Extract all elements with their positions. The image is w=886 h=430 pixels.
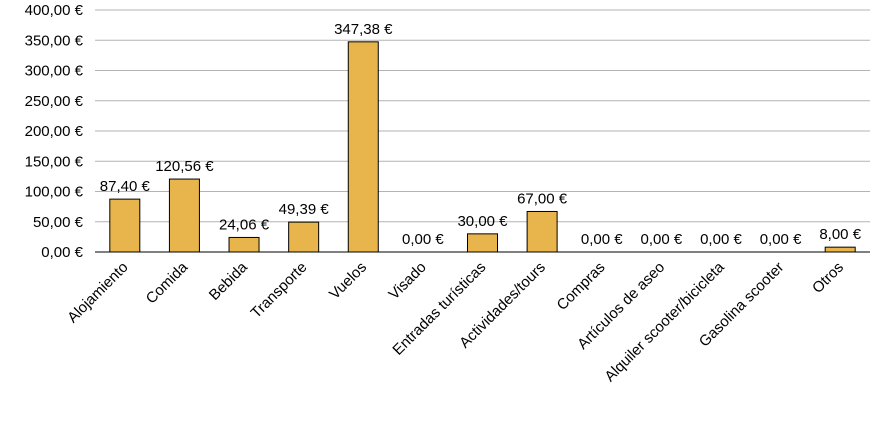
- y-tick-label: 350,00 €: [25, 32, 84, 49]
- data-label: 347,38 €: [334, 21, 393, 38]
- x-category-label: Alojamiento: [64, 259, 131, 326]
- y-tick-label: 100,00 €: [25, 184, 84, 201]
- y-tick-label: 200,00 €: [25, 123, 84, 140]
- bar: [347, 41, 379, 253]
- y-tick-label: 300,00 €: [25, 63, 84, 80]
- bars: [109, 41, 856, 253]
- bar: [228, 236, 260, 253]
- bar: [168, 178, 200, 253]
- data-label: 0,00 €: [581, 231, 623, 248]
- x-category-label: Vuelos: [326, 259, 370, 303]
- data-label: 120,56 €: [155, 158, 214, 175]
- data-label: 0,00 €: [700, 231, 742, 248]
- y-tick-label: 150,00 €: [25, 153, 84, 170]
- gridlines: [95, 9, 870, 253]
- y-tick-label: 400,00 €: [25, 2, 84, 19]
- data-label: 49,39 €: [279, 201, 330, 218]
- bar: [467, 233, 498, 253]
- x-category-label: Compras: [554, 259, 609, 314]
- data-label: 8,00 €: [819, 226, 861, 243]
- x-category-label: Transporte: [248, 259, 311, 322]
- data-label: 0,00 €: [640, 231, 682, 248]
- data-label: 87,40 €: [100, 178, 151, 195]
- y-axis-tick-labels: 0,00 € 50,00 € 100,00 € 150,00 € 200,00 € 250…: [25, 2, 84, 261]
- x-category-label: Otros: [809, 259, 847, 297]
- data-label: 30,00 €: [457, 213, 508, 230]
- data-label: 24,06 €: [219, 216, 270, 233]
- bar: [526, 210, 558, 253]
- data-label: 0,00 €: [402, 231, 444, 248]
- bar: [109, 198, 141, 253]
- y-tick-label: 50,00 €: [33, 214, 84, 231]
- data-label: 0,00 €: [760, 231, 802, 248]
- x-category-label: Bebida: [206, 258, 252, 304]
- x-category-label: Visado: [385, 259, 429, 303]
- bar: [824, 246, 856, 253]
- data-labels: 87,40 €120,56 € 24,06 € 49,39 € 347,38 € 0,0…: [100, 21, 862, 248]
- x-category-label: Comida: [143, 258, 192, 307]
- bar: [288, 221, 320, 253]
- y-tick-label: 250,00 €: [25, 93, 84, 110]
- y-tick-label: 0,00 €: [41, 244, 83, 261]
- x-category-label: Alquiler scooter/bicicleta: [601, 258, 728, 385]
- data-label: 67,00 €: [517, 190, 568, 207]
